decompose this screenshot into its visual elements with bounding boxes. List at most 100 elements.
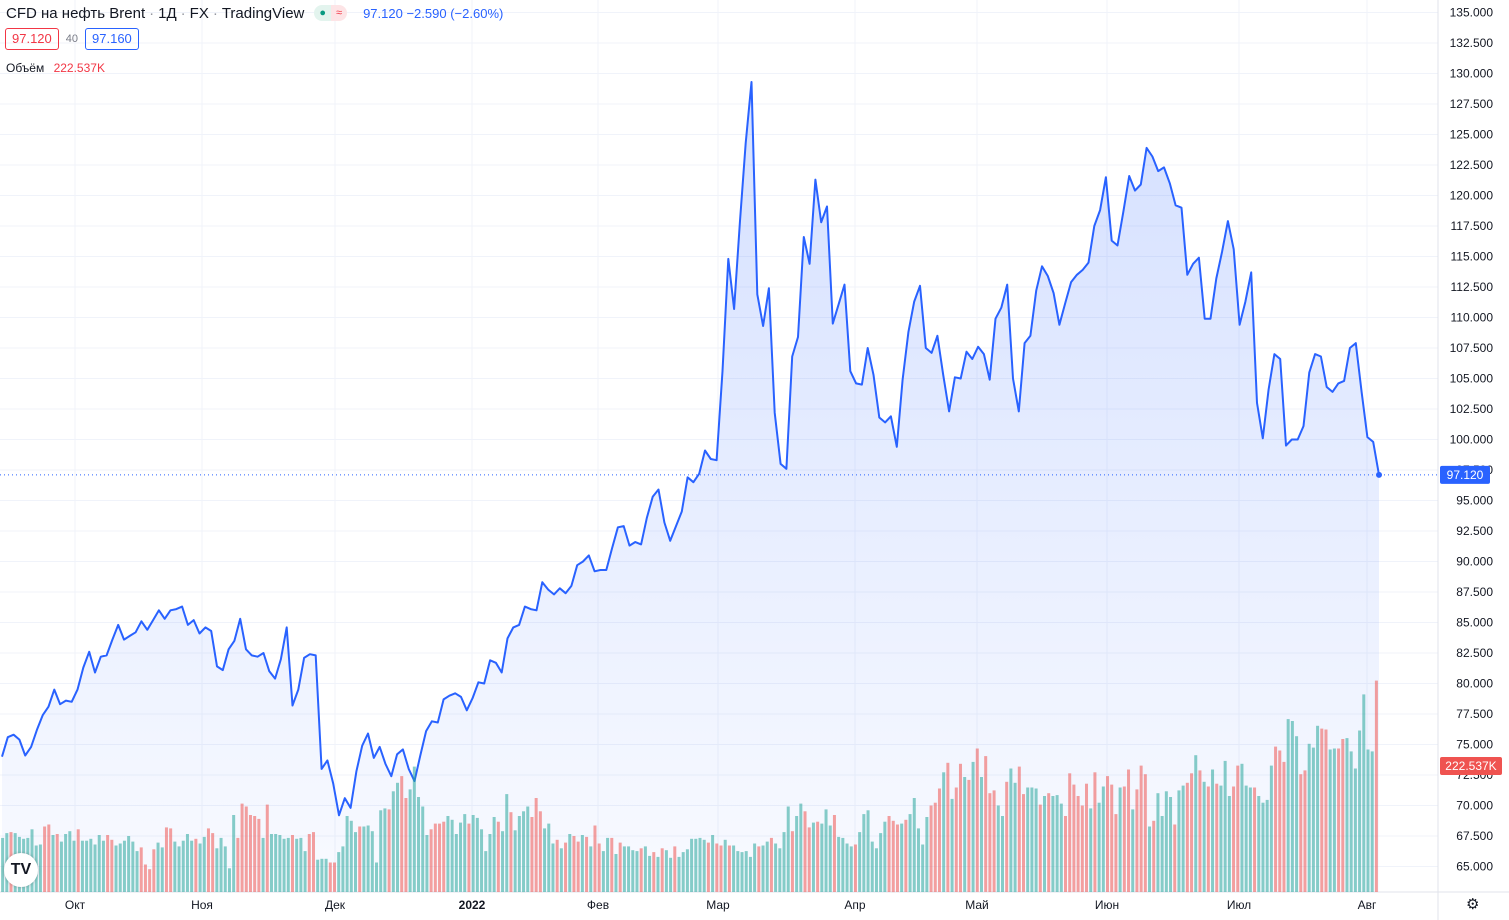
volume-bar bbox=[1370, 751, 1374, 892]
volume-bar bbox=[593, 825, 597, 892]
volume-bar bbox=[387, 809, 391, 892]
volume-bar bbox=[1000, 816, 1004, 892]
settings-gear-icon[interactable]: ⚙ bbox=[1466, 896, 1480, 913]
volume-bar bbox=[723, 839, 727, 893]
volume-bar bbox=[1047, 793, 1051, 892]
volume-bar bbox=[282, 838, 286, 892]
volume-bar bbox=[1118, 787, 1122, 892]
volume-bar bbox=[1202, 781, 1206, 892]
volume-bar bbox=[774, 843, 778, 892]
volume-bar bbox=[442, 821, 446, 892]
volume-bar bbox=[681, 852, 685, 892]
volume-bar bbox=[1059, 803, 1063, 892]
volume-bar bbox=[316, 859, 320, 892]
volume-bar bbox=[807, 827, 811, 892]
volume-bar bbox=[585, 836, 589, 892]
volume-bar bbox=[706, 842, 710, 892]
volume-bar bbox=[526, 806, 530, 892]
volume-bar bbox=[631, 850, 635, 892]
interval-label[interactable]: 1Д bbox=[158, 4, 177, 22]
volume-bar bbox=[450, 819, 454, 892]
volume-bar bbox=[190, 840, 194, 892]
volume-bar bbox=[341, 846, 345, 892]
volume-bar bbox=[870, 841, 874, 892]
volume-bar bbox=[568, 834, 572, 892]
volume-bar bbox=[1295, 736, 1299, 892]
price-markers: 97.120 222.537K bbox=[0, 465, 1502, 775]
volume-bar bbox=[135, 851, 139, 892]
volume-bar bbox=[1303, 770, 1307, 892]
volume-bar bbox=[1244, 785, 1248, 892]
volume-bar bbox=[757, 846, 761, 892]
price-tick-label: 117.500 bbox=[1451, 219, 1494, 233]
volume-bar bbox=[227, 868, 231, 893]
market-status-pill[interactable]: ● ≈ bbox=[314, 5, 348, 21]
volume-bar bbox=[417, 797, 421, 892]
volume-bar bbox=[240, 803, 244, 892]
volume-bar bbox=[656, 856, 660, 892]
volume-bar bbox=[303, 851, 307, 892]
volume-bars bbox=[1, 680, 1378, 893]
volume-bar bbox=[1089, 808, 1093, 892]
volume-bar bbox=[1068, 773, 1072, 893]
volume-bar bbox=[1185, 782, 1189, 893]
volume-bar bbox=[68, 831, 72, 892]
volume-bar bbox=[1034, 788, 1038, 892]
volume-bar bbox=[1051, 796, 1055, 892]
volume-bar bbox=[509, 812, 513, 892]
volume-bar bbox=[929, 805, 933, 892]
spread-value: 40 bbox=[65, 33, 79, 45]
time-tick-label: Июн bbox=[1095, 898, 1119, 912]
time-axis[interactable]: Окт Ноя Дек 2022 Фев Мар Апр Май Июн Июл Авг bbox=[65, 898, 1377, 912]
volume-bar bbox=[80, 840, 84, 892]
volume-bar bbox=[106, 835, 110, 892]
symbol-legend[interactable]: CFD на нефть Brent · 1Д · FX · TradingVi… bbox=[6, 3, 503, 23]
volume-bar bbox=[534, 798, 538, 892]
price-tick-label: 130.000 bbox=[1450, 67, 1494, 81]
volume-bar bbox=[727, 845, 731, 892]
volume-bar bbox=[1164, 791, 1168, 892]
separator-dot: · bbox=[212, 4, 218, 22]
volume-legend[interactable]: Объём 222.537K bbox=[6, 61, 105, 75]
volume-label: Объём bbox=[6, 61, 45, 75]
volume-bar bbox=[975, 748, 979, 892]
time-tick-label: Дек bbox=[325, 898, 346, 912]
volume-bar bbox=[1274, 746, 1278, 892]
time-tick-label: 2022 bbox=[459, 898, 486, 912]
bid-price-button[interactable]: 97.120 bbox=[5, 28, 59, 50]
volume-bar bbox=[984, 756, 988, 892]
volume-bar bbox=[467, 823, 471, 892]
volume-bar bbox=[358, 826, 362, 892]
price-tick-label: 125.000 bbox=[1450, 128, 1494, 142]
volume-bar bbox=[1282, 761, 1286, 893]
volume-bar bbox=[891, 820, 895, 893]
ask-price-button[interactable]: 97.160 bbox=[85, 28, 139, 50]
last-price-dot bbox=[1376, 471, 1382, 478]
price-tick-label: 65.000 bbox=[1456, 860, 1493, 874]
time-tick-label: Фев bbox=[587, 898, 609, 912]
volume-bar bbox=[538, 811, 542, 893]
volume-bar bbox=[337, 852, 341, 892]
volume-bar bbox=[396, 782, 400, 893]
volume-bar bbox=[946, 762, 950, 892]
volume-bar bbox=[97, 835, 101, 892]
volume-bar bbox=[160, 847, 164, 892]
price-tick-label: 100.000 bbox=[1450, 433, 1494, 447]
volume-bar bbox=[362, 826, 366, 892]
price-tick-label: 75.000 bbox=[1456, 738, 1493, 752]
volume-bar bbox=[1181, 785, 1185, 892]
volume-bar bbox=[1261, 802, 1265, 892]
volume-bar bbox=[1038, 804, 1042, 892]
price-line bbox=[1, 81, 1380, 817]
volume-bar bbox=[816, 821, 820, 892]
volume-bar bbox=[324, 858, 328, 893]
price-axis[interactable]: 65.00067.50070.00072.50075.00077.50080.0… bbox=[1450, 6, 1494, 874]
volume-bar bbox=[677, 856, 681, 892]
volume-bar bbox=[1316, 725, 1320, 893]
volume-bar bbox=[333, 862, 336, 892]
symbol-name[interactable]: CFD на нефть Brent bbox=[6, 4, 146, 22]
price-tick-label: 82.500 bbox=[1456, 646, 1493, 660]
tradingview-logo-icon[interactable]: TV bbox=[4, 853, 38, 887]
volume-bar bbox=[295, 838, 299, 892]
